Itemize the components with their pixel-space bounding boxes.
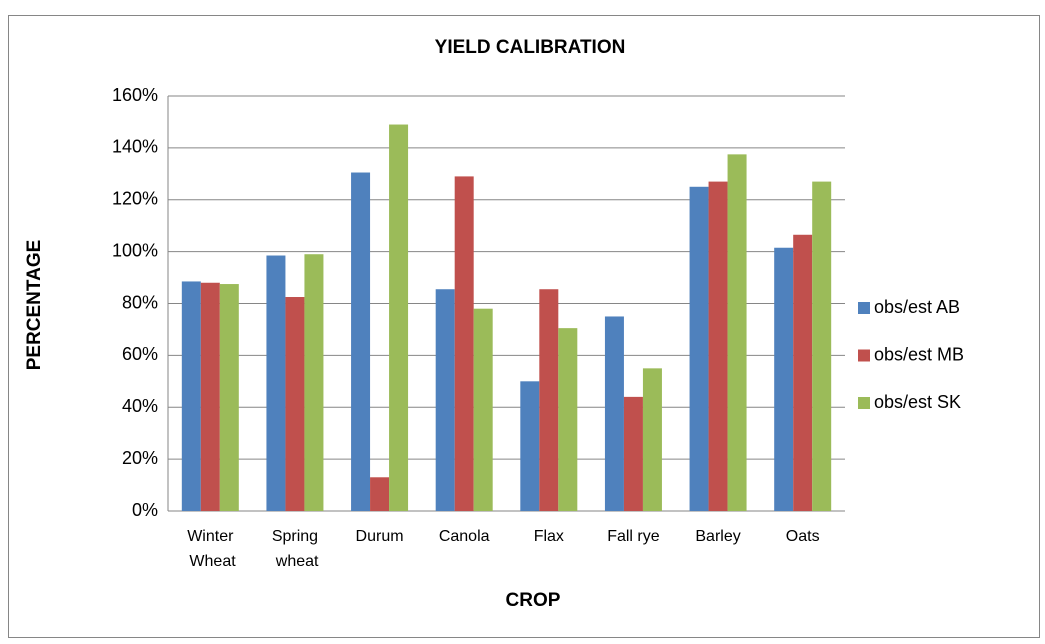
bar	[708, 181, 728, 511]
legend-label: obs/est SK	[874, 392, 961, 412]
x-tick-label: Spring wheat	[271, 528, 319, 570]
legend-swatch	[858, 349, 870, 362]
bar	[473, 308, 493, 511]
x-tick-label: Oats	[786, 528, 820, 545]
bar	[727, 154, 747, 511]
bar	[774, 247, 794, 511]
bar	[200, 282, 220, 511]
bar	[266, 255, 286, 511]
y-axis-label: PERCENTAGE	[24, 240, 45, 371]
y-tick-label: 140%	[112, 137, 158, 157]
x-tick-label: Durum	[356, 528, 404, 545]
x-tick-label: Winter Wheat	[185, 528, 236, 570]
legend-swatch	[858, 397, 870, 409]
bar	[539, 289, 559, 511]
bar	[219, 284, 239, 511]
bar	[454, 176, 474, 511]
y-tick-label: 60%	[122, 344, 158, 364]
x-tick-label: Canola	[439, 528, 490, 545]
chart-border	[8, 15, 1040, 638]
bar	[604, 316, 624, 511]
y-tick-label: 40%	[122, 396, 158, 416]
bar	[435, 289, 455, 511]
bar	[689, 186, 709, 511]
bar	[351, 172, 371, 511]
y-tick-label: 160%	[112, 85, 158, 105]
bar	[642, 368, 662, 511]
chart-title: YIELD CALIBRATION	[435, 37, 626, 58]
x-tick-label: Barley	[695, 528, 740, 545]
bar	[558, 328, 578, 511]
y-tick-label: 100%	[112, 240, 158, 260]
bar	[389, 124, 409, 511]
bar	[520, 381, 540, 511]
legend-label: obs/est AB	[874, 297, 960, 317]
legend-label: obs/est MB	[874, 344, 964, 364]
x-axis-label: CROP	[506, 590, 561, 611]
y-tick-label: 0%	[132, 500, 158, 520]
legend-swatch	[858, 302, 870, 314]
x-tick-label: Fall rye	[607, 528, 660, 545]
x-tick-label: Flax	[534, 528, 564, 545]
bar	[181, 281, 201, 511]
bar	[370, 477, 390, 511]
bar	[812, 181, 832, 511]
y-tick-label: 120%	[112, 189, 158, 209]
bar	[304, 254, 324, 511]
bar	[793, 234, 813, 511]
bar	[285, 297, 305, 511]
y-tick-label: 20%	[122, 448, 158, 468]
y-tick-label: 80%	[122, 292, 158, 312]
bar	[623, 396, 643, 511]
